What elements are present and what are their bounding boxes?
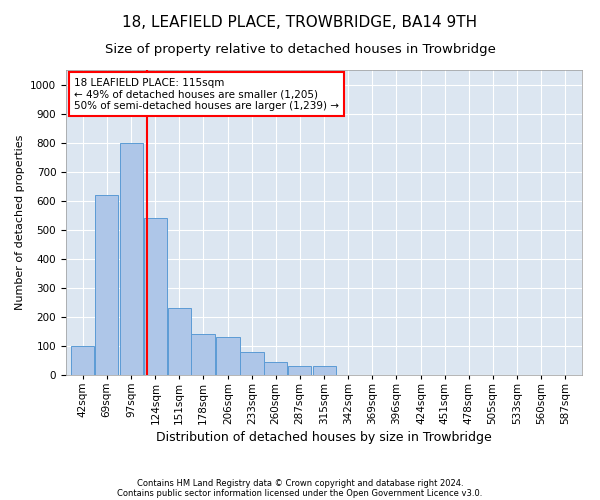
- Y-axis label: Number of detached properties: Number of detached properties: [14, 135, 25, 310]
- Bar: [288, 366, 311, 375]
- Bar: [216, 337, 239, 375]
- Bar: [191, 334, 215, 375]
- Text: 18 LEAFIELD PLACE: 115sqm
← 49% of detached houses are smaller (1,205)
50% of se: 18 LEAFIELD PLACE: 115sqm ← 49% of detac…: [74, 78, 339, 111]
- Bar: [119, 142, 143, 375]
- Bar: [143, 218, 167, 375]
- Bar: [313, 366, 336, 375]
- Bar: [95, 195, 118, 375]
- Bar: [240, 352, 263, 375]
- Bar: [264, 362, 287, 375]
- X-axis label: Distribution of detached houses by size in Trowbridge: Distribution of detached houses by size …: [156, 431, 492, 444]
- Text: 18, LEAFIELD PLACE, TROWBRIDGE, BA14 9TH: 18, LEAFIELD PLACE, TROWBRIDGE, BA14 9TH: [122, 15, 478, 30]
- Bar: [167, 308, 191, 375]
- Text: Size of property relative to detached houses in Trowbridge: Size of property relative to detached ho…: [104, 42, 496, 56]
- Bar: [71, 346, 94, 375]
- Text: Contains public sector information licensed under the Open Government Licence v3: Contains public sector information licen…: [118, 488, 482, 498]
- Text: Contains HM Land Registry data © Crown copyright and database right 2024.: Contains HM Land Registry data © Crown c…: [137, 478, 463, 488]
